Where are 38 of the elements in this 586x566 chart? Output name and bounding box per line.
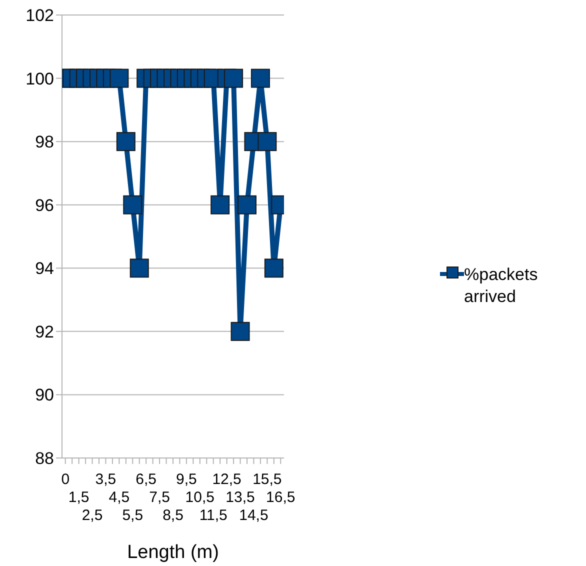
y-tick-label: 90 (35, 386, 54, 405)
x-tick-label: 4,5 (108, 489, 130, 506)
x-tick-label: 8,5 (162, 507, 184, 524)
y-tick-label: 92 (35, 322, 54, 342)
x-tick-label: 16,5 (266, 489, 296, 506)
x-tick-label: 3,5 (95, 471, 116, 488)
point (258, 132, 277, 152)
point (230, 322, 250, 341)
y-tick-label: 100 (26, 69, 54, 88)
x-tick-label: 7,5 (149, 489, 170, 506)
legend-label: %packets arrived (464, 264, 539, 308)
point (210, 195, 230, 214)
x-tick-label: 13,5 (226, 489, 255, 506)
y-tick-label: 102 (26, 6, 54, 26)
y-tick-label: 94 (35, 259, 54, 278)
x-tick-label: 11,5 (199, 507, 228, 524)
y-tick-label: 98 (35, 132, 54, 152)
x-axis-title: Length (m) (127, 542, 219, 563)
x-tick-label: 15,5 (252, 471, 282, 488)
point (130, 258, 149, 278)
x-tick-label: 0 (61, 471, 70, 488)
x-tick-label: 6,5 (136, 471, 157, 488)
point (110, 68, 129, 88)
y-tick-label: 96 (35, 196, 54, 215)
x-tick-label: 2,5 (82, 507, 103, 524)
y-tick-label: 88 (35, 449, 54, 468)
point (250, 68, 270, 88)
x-tick-label: 1,5 (68, 489, 90, 506)
point (123, 195, 142, 214)
x-tick-label: 14,5 (239, 507, 268, 524)
point (116, 132, 136, 152)
point (264, 258, 284, 278)
x-tick-label: 10,5 (185, 489, 215, 506)
x-tick-label: 5,5 (122, 507, 144, 524)
x-tick-label: 12,5 (212, 471, 242, 488)
point (224, 68, 244, 88)
x-tick-label: 9,5 (176, 471, 197, 488)
point (238, 195, 256, 214)
